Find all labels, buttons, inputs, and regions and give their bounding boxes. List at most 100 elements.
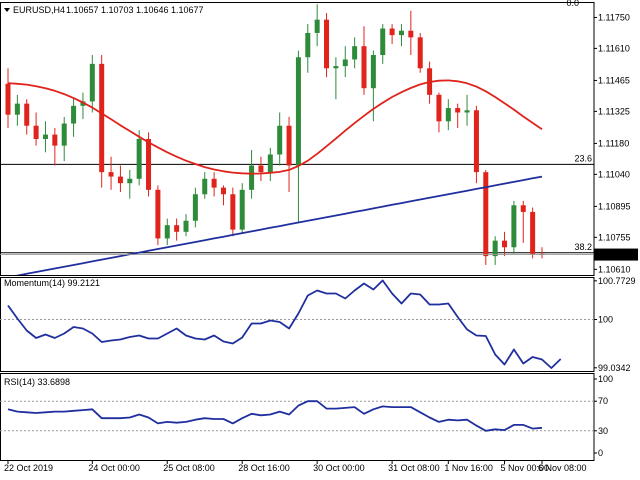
symbol-label: EURUSD,H4 [13,5,65,15]
bear-candle [230,194,236,230]
bear-candle [99,63,105,173]
price-tick-label: 1.11750 [598,12,630,22]
bull-candle [267,154,273,173]
moving-averages [7,79,543,275]
bull-candle [80,101,86,106]
bear-candle [117,176,123,184]
bear-candle [5,83,11,115]
time-tick-label: 24 Oct 00:00 [88,463,140,473]
time-tick-label: 28 Oct 16:00 [238,463,290,473]
time-tick-label: 31 Oct 08:00 [388,463,440,473]
bear-candle [389,28,395,36]
rsi-tick-label: 100 [598,374,613,384]
top-level-label: 0.0 [566,0,579,8]
price-tick-label: 1.10755 [598,232,631,242]
bull-candle [14,103,20,115]
price-tick-label: 1.11040 [598,169,630,179]
bull-candle [277,125,283,155]
bear-candle [483,172,489,257]
bear-candle [408,30,414,38]
time-tick-label: 5 Nov 00:00 [501,463,550,473]
fib-level-label: 23.6 [574,153,592,163]
rsi-tick-label: 70 [598,396,608,406]
current-price-tag [594,248,638,261]
price-tick-label: 1.10895 [598,201,631,211]
bear-candle [286,125,292,166]
bull-candle [464,110,470,113]
bear-candle [108,172,114,177]
bear-candle [473,110,479,173]
price-tick-label: 1.10610 [598,264,631,274]
bull-candle [342,59,348,67]
time-tick-label: 1 Nov 16:00 [444,463,493,473]
rsi-line [7,400,543,432]
bull-candle [71,105,77,124]
bull-candle [492,240,498,257]
fast-moving-average-line [7,79,543,175]
bear-candle [220,187,226,195]
current-price-label: 1.10677 [598,250,631,260]
momentum-tick-label: 100 [598,315,613,325]
bear-candle [324,19,330,69]
bull-candle [333,66,339,69]
rsi-title: RSI(14) 33.6898 [4,377,70,387]
bull-candle [314,19,320,33]
ohlc-open: 1.10657 [66,5,99,15]
slow-moving-average-line [15,175,543,275]
time-tick-label: 25 Oct 08:00 [163,463,215,473]
ohlc-high: 1.10703 [101,5,134,15]
bear-candle [520,205,526,212]
bear-candle [211,178,217,188]
momentum-title: Momentum(14) 99.2121 [4,278,100,288]
pane-frame [0,373,595,461]
bull-candle [127,178,133,184]
rsi-pane: 100 70 30 0 [0,373,613,461]
main-price-pane: 1.11750 1.11610 1.11465 1.11325 1.11180 1.110… [0,2,638,276]
bear-candle [33,125,39,139]
momentum-pane: 100.7729 100 99.0342 [0,276,636,373]
bull-candle [239,189,245,230]
bear-candle [174,225,180,232]
bull-candle [295,57,301,166]
price-tick-label: 1.11465 [598,75,630,85]
bear-candle [436,94,442,122]
momentum-tick-label: 100.7729 [598,276,636,286]
pane-frame [0,277,595,372]
momentum-line [7,279,562,369]
time-axis: 22 Oct 2019 24 Oct 00:00 25 Oct 08:00 28 Oc… [4,461,587,473]
bear-candle [417,37,423,69]
ohlc-low: 1.10646 [136,5,169,15]
bull-candle [511,205,517,248]
bull-candle [305,32,311,58]
momentum-tick-label: 99.0342 [598,363,631,373]
bull-candle [380,28,386,56]
price-tick-label: 1.11180 [598,138,629,148]
bear-candle [258,165,264,173]
bull-candle [192,194,198,221]
bear-candle [502,240,508,248]
bull-candle [370,55,376,89]
bear-candle [52,134,58,146]
bull-candle [183,220,189,232]
fib-level-label: 38.2 [574,242,592,252]
time-tick-label: 6 Nov 08:00 [538,463,587,473]
bear-candle [455,108,461,113]
bull-candle [136,139,142,179]
time-tick-label: 22 Oct 2019 [4,463,53,473]
price-tick-label: 1.11610 [598,43,630,53]
time-tick-label: 30 Oct 00:00 [313,463,365,473]
collapse-triangle-icon[interactable] [4,8,10,12]
pane-frame [0,2,595,276]
bull-candle [398,30,404,36]
bull-candle [89,63,95,102]
bear-candle [146,139,152,190]
bull-candle [164,225,170,239]
bull-candle [445,108,451,122]
price-tick-label: 1.11325 [598,106,630,116]
bull-candle [42,134,48,139]
bear-candle [530,211,536,254]
bear-candle [155,189,161,239]
bull-candle [249,165,255,190]
bear-candle [361,46,367,89]
bull-candle [352,46,358,60]
